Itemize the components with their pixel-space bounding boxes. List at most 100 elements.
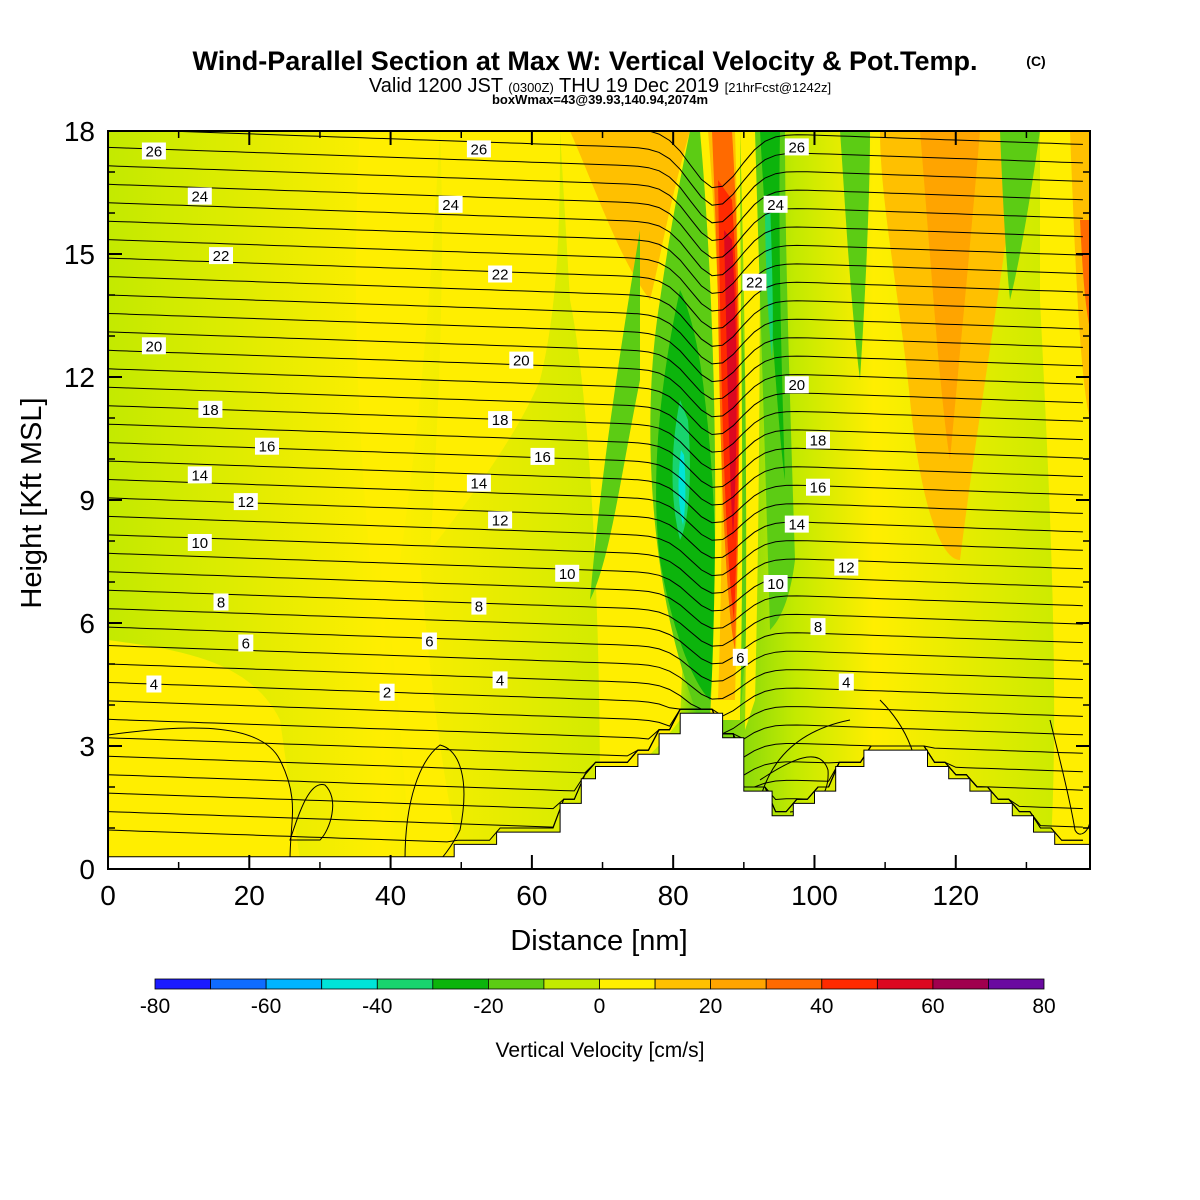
copyright-mark: (C) [1026, 53, 1045, 69]
colorbar-swatch [265, 978, 323, 990]
isentrope-label: 8 [471, 597, 487, 616]
isentrope-label: 4 [838, 673, 854, 692]
isentrope-line [108, 257, 1083, 330]
label-text: 16 [810, 480, 827, 497]
label-box [187, 187, 212, 205]
label-text: 26 [471, 141, 488, 158]
label-box [492, 671, 508, 689]
isentrope-line [108, 589, 1083, 647]
isentrope-label: 26 [141, 142, 166, 161]
isentrope-lines [108, 131, 1090, 861]
label-text: 26 [146, 144, 163, 161]
colorbar-swatch [876, 978, 934, 990]
label-box [763, 575, 788, 592]
field-patch [1040, 131, 1090, 860]
isentrope-label: 16 [255, 437, 279, 456]
label-box [379, 683, 395, 701]
colorbar-tick-label: -20 [473, 995, 503, 1018]
label-text: 2 [383, 685, 391, 702]
chart-subtitle-2: boxWmax=43@39.93,140.94,2074m [492, 92, 708, 107]
label-text: 24 [767, 197, 784, 214]
colorbar-swatch [321, 978, 378, 990]
isentrope-label: 6 [238, 634, 254, 653]
isentrope-line [108, 663, 1083, 717]
field-patch [1070, 131, 1090, 420]
colorbar-swatch [154, 978, 211, 990]
colorbar-swatch [932, 978, 989, 990]
colorbar-tick-label: 20 [699, 995, 722, 1018]
label-box [146, 675, 162, 693]
label-box [141, 337, 166, 355]
label-text: 26 [788, 139, 805, 156]
isentrope-label: 10 [555, 564, 580, 583]
label-box [421, 632, 437, 650]
isentrope-label: 14 [784, 515, 809, 534]
isentrope-line [108, 331, 1083, 400]
label-text: 10 [559, 566, 576, 583]
isentrope-label: 20 [509, 351, 534, 370]
label-text: 20 [788, 377, 805, 394]
isentrope-line [108, 626, 1083, 682]
colorbar: -80 -60 -40 -20 0 20 40 60 80 [140, 978, 1056, 1018]
isentrope-line [108, 423, 1083, 488]
label-text: 12 [237, 494, 254, 511]
isentrope-label: 18 [488, 411, 513, 429]
colorbar-swatch [432, 978, 489, 990]
field-patch [755, 131, 795, 630]
x-tick-label: 120 [932, 880, 979, 911]
isentrope-line [108, 294, 1083, 365]
isentrope-label: 12 [488, 511, 513, 530]
x-axis: 0 20 40 60 80 100 120 [100, 131, 1028, 911]
colorbar-swatch [710, 978, 767, 990]
label-text: 6 [425, 634, 433, 651]
y-axis-label: Height [Kft MSL] [16, 397, 48, 608]
colorbar-swatch [210, 978, 267, 990]
isentrope-label: 2 [379, 683, 395, 702]
x-tick-label: 20 [234, 880, 265, 911]
colorbar-swatch [988, 978, 1045, 990]
y-tick-label: 9 [79, 485, 95, 516]
label-text: 24 [442, 197, 459, 214]
label-box [213, 593, 229, 611]
label-box [471, 597, 487, 615]
isentrope-label: 8 [213, 593, 229, 612]
colorbar-tick-label: 80 [1032, 995, 1055, 1018]
label-text: 18 [810, 433, 827, 450]
chart-subtitle: Valid 1200 JST (0300Z) THU 19 Dec 2019 [… [369, 75, 831, 97]
colorbar-tick-label: 60 [921, 995, 944, 1018]
x-axis-label: Distance [nm] [510, 925, 687, 957]
label-text: 14 [471, 476, 488, 493]
y-tick-label: 0 [79, 854, 95, 885]
label-box [834, 558, 859, 576]
isentrope-label: 12 [834, 558, 859, 577]
label-text: 10 [191, 535, 208, 552]
label-text: 14 [191, 467, 208, 484]
isentrope-line [108, 708, 1083, 758]
label-text: 22 [213, 248, 230, 265]
isentrope-label: 22 [742, 273, 767, 292]
label-text: 8 [217, 595, 225, 612]
label-text: 18 [492, 412, 509, 429]
y-axis: 0 3 6 9 12 15 18 [64, 116, 1090, 885]
isentrope-label: 6 [732, 648, 748, 667]
field-patch [1080, 220, 1090, 330]
chart-title: Wind-Parallel Section at Max W: Vertical… [193, 46, 978, 76]
isentrope-line [108, 700, 1083, 740]
label-text: 4 [496, 672, 504, 689]
colorbar-tick-label: 40 [810, 995, 833, 1018]
label-box [187, 466, 212, 484]
x-tick-label: 40 [375, 880, 406, 911]
isentrope-label: 10 [763, 575, 788, 593]
label-text: 4 [842, 675, 850, 692]
isentrope-line [108, 165, 1083, 242]
isentrope-label: 18 [806, 431, 830, 450]
label-text: 6 [242, 636, 250, 653]
label-box [838, 673, 854, 691]
label-text: 14 [788, 517, 805, 534]
terrain-shape [108, 712, 1090, 869]
isentrope-label: 14 [466, 474, 491, 493]
label-text: 22 [746, 275, 763, 292]
isentrope-line [108, 276, 1083, 347]
